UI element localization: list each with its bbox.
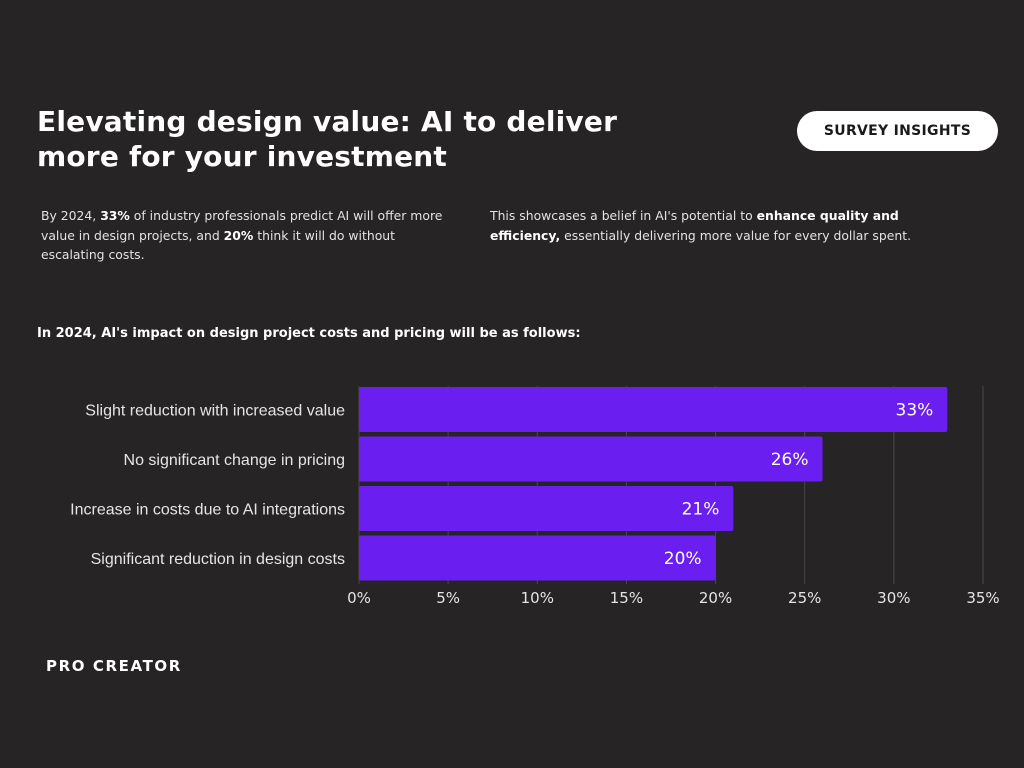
x-tick-label-4: 20% [699, 589, 732, 607]
bar-0 [359, 387, 948, 432]
title-line-2: more for your investment [37, 140, 448, 173]
data-label-2: 21% [682, 500, 720, 520]
x-tick-label-5: 25% [788, 589, 821, 607]
x-tick-label-2: 10% [521, 589, 554, 607]
x-tick-label-1: 5% [436, 589, 460, 607]
page-title: Elevating design value: AI to deliver mo… [37, 104, 677, 174]
category-label-2: Increase in costs due to AI integrations [70, 502, 345, 519]
category-label-3: Significant reduction in design costs [91, 551, 345, 568]
chart-heading: In 2024, AI's impact on design project c… [37, 326, 581, 341]
intro-left-highlight-2: 20% [223, 227, 254, 243]
intro-left-text-1: By 2024, [41, 208, 101, 223]
intro-left-text-3: think it will do without escalating cost… [41, 227, 395, 263]
bar-3 [359, 535, 716, 581]
category-label-1: No significant change in pricing [124, 452, 345, 469]
title-line-1: Elevating design value: AI to deliver [37, 105, 618, 138]
intro-right-text-2: essentially delivering more value for ev… [560, 227, 912, 243]
x-tick-label-7: 35% [966, 589, 999, 607]
intro-left-text-2: of industry professionals predict AI wil… [41, 208, 443, 243]
data-label-1: 26% [771, 450, 809, 470]
bar-1 [359, 436, 823, 482]
x-tick-label-0: 0% [347, 589, 371, 607]
survey-insights-badge: SURVEY INSIGHTS [797, 111, 998, 151]
intro-left-highlight-1: 33% [100, 208, 130, 223]
data-label-0: 33% [896, 401, 934, 421]
x-tick-label-6: 30% [877, 589, 910, 607]
data-label-3: 20% [664, 549, 702, 569]
intro-right-text-1: This showcases a belief in AI's potentia… [490, 208, 757, 223]
intro-paragraph-left: By 2024, 33% of industry professionals p… [41, 206, 459, 265]
brand-logo: PRO CREATOR [46, 657, 182, 675]
x-tick-label-3: 15% [610, 589, 643, 607]
bar-2 [359, 486, 734, 531]
intro-right-highlight-1: enhance quality and efficiency, [490, 208, 899, 243]
intro-paragraph-right: This showcases a belief in AI's potentia… [490, 206, 915, 245]
category-label-0: Slight reduction with increased value [85, 403, 345, 420]
